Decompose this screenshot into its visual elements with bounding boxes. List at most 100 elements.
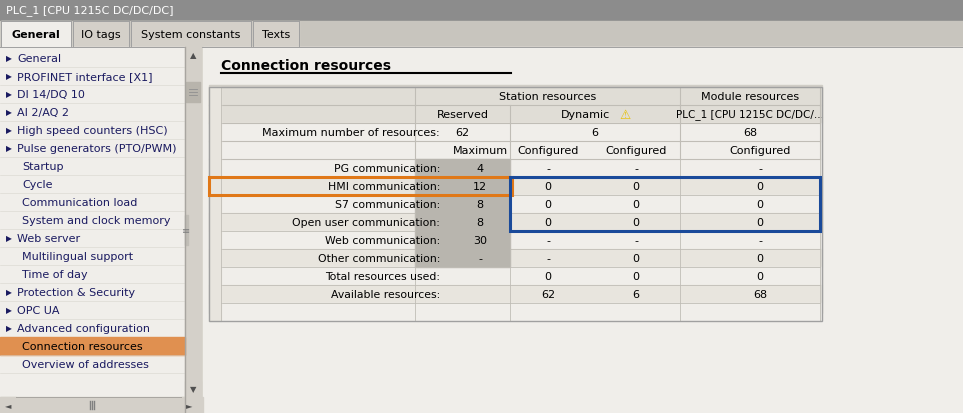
- Text: 6: 6: [633, 289, 639, 299]
- Text: Reserved: Reserved: [436, 110, 488, 120]
- Text: 0: 0: [633, 254, 639, 263]
- Bar: [415, 214, 510, 231]
- Bar: [209, 231, 822, 249]
- Text: OPC UA: OPC UA: [17, 305, 60, 315]
- Text: System and clock memory: System and clock memory: [22, 216, 170, 225]
- Text: Pulse generators (PTO/PWM): Pulse generators (PTO/PWM): [17, 144, 176, 154]
- Text: 0: 0: [757, 199, 764, 209]
- Text: 12: 12: [473, 182, 487, 192]
- Text: ▲: ▲: [190, 51, 196, 60]
- Bar: [209, 195, 822, 214]
- Text: Dynamic: Dynamic: [560, 110, 610, 120]
- Bar: [209, 303, 822, 321]
- Text: Protection & Security: Protection & Security: [17, 287, 135, 297]
- Bar: [185, 48, 201, 64]
- Text: 4: 4: [477, 164, 483, 173]
- Text: ▶: ▶: [6, 306, 12, 315]
- Text: 6: 6: [591, 128, 598, 138]
- Bar: [185, 64, 201, 397]
- Text: PLC_1 [CPU 1215C DC/DC/DC]: PLC_1 [CPU 1215C DC/DC/DC]: [6, 5, 173, 17]
- Bar: [185, 216, 188, 245]
- Text: 68: 68: [753, 289, 768, 299]
- Text: -: -: [546, 235, 550, 245]
- Text: Multilingual support: Multilingual support: [22, 252, 133, 261]
- Text: Maximum number of resources:: Maximum number of resources:: [262, 128, 440, 138]
- Text: 0: 0: [544, 182, 552, 192]
- Text: 0: 0: [633, 271, 639, 281]
- Text: Configured: Configured: [517, 146, 579, 156]
- Text: ≡: ≡: [182, 225, 191, 235]
- Text: S7 communication:: S7 communication:: [335, 199, 440, 209]
- Text: ▶: ▶: [6, 72, 12, 81]
- Bar: [209, 124, 822, 142]
- Text: Time of day: Time of day: [22, 269, 88, 279]
- Text: ▶: ▶: [6, 234, 12, 243]
- Text: Startup: Startup: [22, 161, 64, 171]
- Bar: [415, 249, 510, 267]
- Bar: [131, 22, 251, 47]
- Bar: [209, 142, 822, 159]
- Bar: [209, 178, 221, 195]
- Bar: [209, 88, 822, 321]
- Bar: [209, 178, 822, 195]
- Bar: [73, 22, 129, 47]
- Text: ▶: ▶: [6, 108, 12, 117]
- Bar: [209, 285, 822, 303]
- Text: 0: 0: [633, 182, 639, 192]
- Text: General: General: [12, 30, 61, 40]
- Text: ▶: ▶: [6, 90, 12, 99]
- Text: 8: 8: [477, 218, 483, 228]
- Text: ⚠: ⚠: [619, 108, 631, 121]
- Bar: [0, 48, 963, 413]
- Text: 0: 0: [757, 182, 764, 192]
- Text: 68: 68: [742, 128, 757, 138]
- Bar: [415, 159, 510, 178]
- Bar: [209, 249, 221, 267]
- Text: ◄: ◄: [5, 401, 12, 410]
- Text: Maximum: Maximum: [453, 146, 508, 156]
- Bar: [209, 285, 221, 303]
- Bar: [181, 397, 197, 413]
- Text: 0: 0: [544, 199, 552, 209]
- Bar: [0, 337, 185, 355]
- Text: ▶: ▶: [6, 288, 12, 297]
- Bar: [209, 303, 221, 321]
- Text: ▶: ▶: [6, 324, 12, 333]
- Text: 0: 0: [544, 271, 552, 281]
- Bar: [209, 267, 221, 285]
- Text: 0: 0: [757, 218, 764, 228]
- Text: Configured: Configured: [729, 146, 791, 156]
- Bar: [209, 106, 822, 124]
- Text: ▶: ▶: [6, 144, 12, 153]
- Bar: [203, 48, 963, 413]
- Text: -: -: [546, 254, 550, 263]
- Text: 0: 0: [633, 218, 639, 228]
- Bar: [209, 214, 822, 231]
- Text: 0: 0: [633, 199, 639, 209]
- Bar: [510, 178, 820, 231]
- Text: 0: 0: [757, 271, 764, 281]
- Text: -: -: [478, 254, 482, 263]
- Text: 30: 30: [473, 235, 487, 245]
- Bar: [415, 178, 510, 195]
- Bar: [209, 195, 221, 214]
- Bar: [0, 397, 16, 413]
- Text: 62: 62: [541, 289, 555, 299]
- Bar: [0, 0, 963, 22]
- Bar: [209, 88, 221, 106]
- Bar: [209, 86, 822, 313]
- Text: AI 2/AQ 2: AI 2/AQ 2: [17, 108, 69, 118]
- Text: Other communication:: Other communication:: [318, 254, 440, 263]
- Bar: [209, 178, 512, 195]
- Bar: [209, 88, 822, 106]
- Text: 62: 62: [455, 128, 470, 138]
- Text: PLC_1 [CPU 1215C DC/DC/...: PLC_1 [CPU 1215C DC/DC/...: [676, 109, 824, 120]
- Text: ▶: ▶: [6, 55, 12, 63]
- Text: Advanced configuration: Advanced configuration: [17, 323, 150, 333]
- Text: Web server: Web server: [17, 233, 80, 243]
- Bar: [209, 159, 822, 178]
- Text: PROFINET interface [X1]: PROFINET interface [X1]: [17, 72, 152, 82]
- Bar: [185, 381, 201, 397]
- Text: ▼: ▼: [190, 385, 196, 394]
- Text: -: -: [758, 235, 762, 245]
